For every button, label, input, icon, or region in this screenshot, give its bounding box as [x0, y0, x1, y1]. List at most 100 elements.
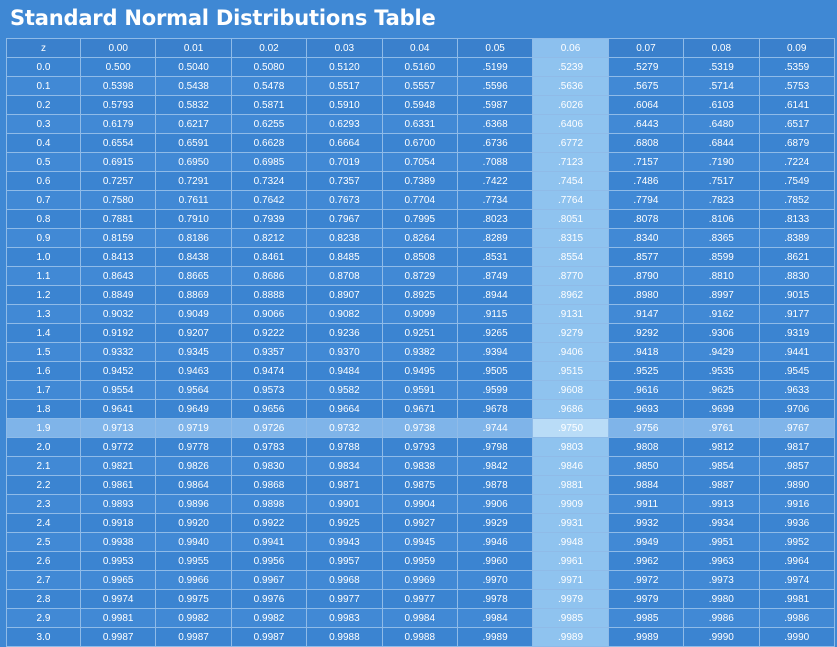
probability-cell: .9418	[607, 342, 685, 362]
header-row: z 0.00 0.01 0.02 0.03 0.04 0.05 0.06 0.07 0.08 0.0…	[6, 38, 835, 58]
probability-cell: .9936	[758, 513, 835, 533]
probability-cell: 0.9965	[79, 570, 157, 590]
z-value-cell: 1.6	[6, 361, 81, 381]
z-score-table: z 0.00 0.01 0.02 0.03 0.04 0.05 0.06 0.07 0.08 0.0…	[6, 38, 835, 647]
probability-cell: 0.5478	[230, 76, 308, 96]
table-row: 0.0 0.500 0.5040 0.5080 0.5120 0.5160.5199.52…	[6, 57, 835, 77]
header-col: 0.07	[607, 38, 685, 58]
probability-cell: 0.9830	[230, 456, 308, 476]
probability-cell: 0.9573	[230, 380, 308, 400]
probability-cell: 0.7642	[230, 190, 308, 210]
probability-cell: 0.9977	[381, 589, 458, 609]
probability-cell: .7123	[532, 152, 609, 172]
probability-cell: .9767	[758, 418, 835, 438]
probability-cell: .9989	[607, 627, 685, 647]
probability-cell: 0.8264	[381, 228, 458, 248]
probability-cell: .9678	[456, 399, 534, 419]
table-row: 0.6 0.7257 0.7291 0.7324 0.7357 0.7389.7422.7…	[6, 171, 835, 191]
probability-cell: 0.5040	[155, 57, 232, 77]
probability-cell: 0.6293	[306, 114, 383, 134]
probability-cell: .8577	[607, 247, 685, 267]
probability-cell: 0.8238	[306, 228, 383, 248]
probability-cell: 0.6554	[79, 133, 157, 153]
probability-cell: .5279	[607, 57, 685, 77]
probability-cell: .7454	[532, 171, 609, 191]
probability-cell: 0.7054	[381, 152, 458, 172]
z-value-cell: 0.4	[6, 133, 81, 153]
probability-cell: .9505	[456, 361, 534, 381]
probability-cell: 0.9927	[381, 513, 458, 533]
probability-cell: 0.9871	[306, 475, 383, 495]
probability-cell: 0.9834	[306, 456, 383, 476]
probability-cell: .9990	[683, 627, 760, 647]
z-value-cell: 1.3	[6, 304, 81, 324]
probability-cell: 0.9864	[155, 475, 232, 495]
probability-cell: 0.8413	[79, 247, 157, 267]
probability-cell: .9406	[532, 342, 609, 362]
probability-cell: 0.9982	[155, 608, 232, 628]
probability-cell: 0.9974	[79, 589, 157, 609]
probability-cell: .6879	[758, 133, 835, 153]
probability-cell: .9131	[532, 304, 609, 324]
table-row: 2.7 0.9965 0.9966 0.9967 0.9968 0.9969.9970.9…	[6, 570, 835, 590]
probability-cell: 0.5948	[381, 95, 458, 115]
z-value-cell: 2.9	[6, 608, 81, 628]
probability-cell: 0.9207	[155, 323, 232, 343]
probability-cell: .5675	[607, 76, 685, 96]
probability-cell: .8078	[607, 209, 685, 229]
probability-cell: 0.9953	[79, 551, 157, 571]
probability-cell: .9608	[532, 380, 609, 400]
probability-cell: 0.7967	[306, 209, 383, 229]
probability-cell: .9265	[456, 323, 534, 343]
header-col: 0.08	[683, 38, 760, 58]
probability-cell: .5753	[758, 76, 835, 96]
probability-cell: .9971	[532, 570, 609, 590]
probability-cell: 0.9222	[230, 323, 308, 343]
header-col: 0.04	[381, 38, 458, 58]
probability-cell: .9750	[532, 418, 609, 438]
probability-cell: .9881	[532, 475, 609, 495]
probability-cell: 0.9984	[381, 608, 458, 628]
probability-cell: 0.9967	[230, 570, 308, 590]
z-value-cell: 1.4	[6, 323, 81, 343]
z-value-cell: 2.0	[6, 437, 81, 457]
table-row: 0.2 0.5793 0.5832 0.5871 0.5910 0.5948.5987.6…	[6, 95, 835, 115]
probability-cell: .9890	[758, 475, 835, 495]
probability-cell: 0.5160	[381, 57, 458, 77]
probability-cell: .9545	[758, 361, 835, 381]
probability-cell: 0.9793	[381, 437, 458, 457]
probability-cell: 0.7291	[155, 171, 232, 191]
probability-cell: 0.500	[79, 57, 157, 77]
probability-cell: .8980	[607, 285, 685, 305]
probability-cell: 0.9049	[155, 304, 232, 324]
table-row: 2.1 0.9821 0.9826 0.9830 0.9834 0.9838.9842.9…	[6, 456, 835, 476]
probability-cell: .9986	[683, 608, 760, 628]
probability-cell: 0.5080	[230, 57, 308, 77]
probability-cell: .9744	[456, 418, 534, 438]
probability-cell: .7088	[456, 152, 534, 172]
z-value-cell: 1.1	[6, 266, 81, 286]
probability-cell: 0.9066	[230, 304, 308, 324]
probability-cell: 0.9251	[381, 323, 458, 343]
probability-cell: .6480	[683, 114, 760, 134]
header-col: 0.00	[79, 38, 157, 58]
probability-cell: .8962	[532, 285, 609, 305]
probability-cell: 0.7257	[79, 171, 157, 191]
probability-cell: .9951	[683, 532, 760, 552]
probability-cell: .9978	[456, 589, 534, 609]
probability-cell: 0.9474	[230, 361, 308, 381]
probability-cell: .9932	[607, 513, 685, 533]
probability-cell: 0.6255	[230, 114, 308, 134]
probability-cell: .9913	[683, 494, 760, 514]
probability-cell: 0.9656	[230, 399, 308, 419]
probability-cell: .9964	[758, 551, 835, 571]
z-value-cell: 0.3	[6, 114, 81, 134]
probability-cell: 0.9868	[230, 475, 308, 495]
probability-cell: .9850	[607, 456, 685, 476]
probability-cell: .6736	[456, 133, 534, 153]
z-value-cell: 0.7	[6, 190, 81, 210]
z-value-cell: 1.5	[6, 342, 81, 362]
probability-cell: 0.9082	[306, 304, 383, 324]
probability-cell: .9970	[456, 570, 534, 590]
z-value-cell: 0.0	[6, 57, 81, 77]
